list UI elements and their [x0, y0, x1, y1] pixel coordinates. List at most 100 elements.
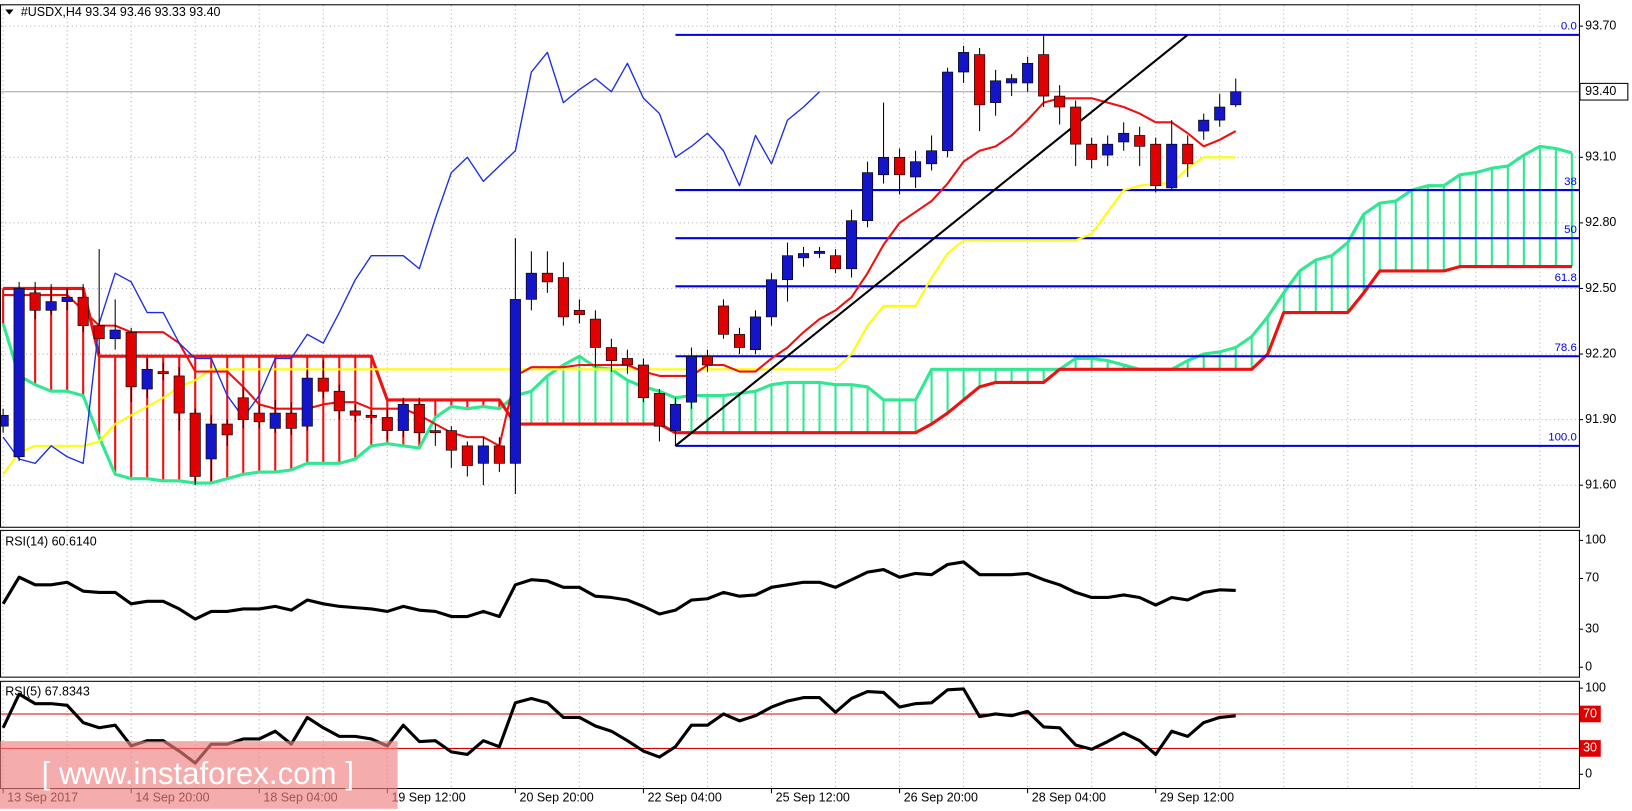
fib-label: 100.0 — [1548, 432, 1577, 444]
candle-body — [573, 310, 585, 316]
candle-body — [333, 390, 345, 412]
candle-body — [525, 272, 537, 300]
candle-body — [910, 161, 922, 178]
rsi5-title: RSI(5) 67.8343 — [5, 685, 90, 699]
candle-body — [974, 54, 986, 106]
x-tick-label: 26 Sep 20:00 — [904, 791, 978, 805]
candle-body — [862, 172, 874, 222]
candle-body — [1214, 106, 1226, 121]
candle-body — [1118, 132, 1130, 143]
fib-label: 38 — [1564, 176, 1577, 188]
candle-body — [942, 71, 954, 152]
candle-body — [621, 358, 633, 366]
candle-body — [285, 412, 297, 429]
candle-body — [125, 331, 137, 388]
candle-body — [445, 430, 457, 451]
candle-body — [0, 414, 9, 427]
y-tick-label: 70 — [1585, 571, 1599, 585]
candle-body — [797, 253, 810, 259]
candle-body — [45, 301, 57, 311]
candle-body — [1006, 78, 1018, 84]
candle-body — [509, 299, 521, 464]
candle-body — [814, 250, 826, 254]
candle-body — [365, 414, 377, 418]
candle-body — [269, 412, 281, 429]
candle-body — [189, 412, 201, 477]
candle-body — [749, 316, 762, 350]
x-tick-label: 19 Sep 12:00 — [391, 791, 465, 805]
x-tick-label: 22 Sep 04:00 — [648, 791, 722, 805]
fib-label: 61.8 — [1555, 272, 1577, 284]
rsi-line — [1, 560, 1236, 621]
y-tick-label: 93.70 — [1585, 18, 1616, 32]
candle-body — [878, 156, 890, 176]
watermark-box — [0, 741, 398, 809]
candle-body — [830, 255, 842, 270]
candle-body — [1022, 62, 1034, 84]
chikou-line — [2, 51, 820, 465]
rsi14-title: RSI(14) 60.6140 — [5, 535, 97, 549]
candle-body — [717, 305, 729, 335]
candle-body — [541, 272, 553, 283]
candle-body — [894, 156, 906, 176]
candle-body — [477, 445, 489, 464]
candle-body — [701, 355, 713, 366]
x-tick-label: 28 Sep 04:00 — [1032, 791, 1106, 805]
candle-body — [429, 430, 441, 434]
candle-body — [1038, 54, 1050, 97]
level-box — [1579, 740, 1601, 757]
y-tick-label: 30 — [1585, 621, 1599, 635]
candle-body — [637, 364, 649, 399]
tenkan-line — [3, 97, 1237, 447]
candle-body — [653, 393, 665, 427]
trendline — [674, 34, 1189, 447]
candle-body — [1182, 143, 1194, 165]
candle-body — [93, 325, 105, 340]
candle-body — [1134, 135, 1146, 147]
fib-label: 50 — [1564, 224, 1577, 236]
candle-body — [589, 318, 601, 348]
y-tick-label: 92.80 — [1585, 215, 1616, 229]
y-tick-label: 93.10 — [1585, 150, 1616, 164]
candle-body — [141, 369, 153, 390]
candle-body — [301, 377, 313, 427]
watermark-text: [ www.instaforex.com ] — [42, 756, 354, 791]
candle-body — [1086, 143, 1098, 160]
candle-body — [493, 445, 505, 464]
candle-body — [557, 277, 569, 318]
y-tick-label: 0 — [1585, 660, 1592, 674]
candle-body — [958, 52, 970, 73]
candle-body — [733, 334, 745, 348]
candle-body — [1166, 143, 1178, 189]
rsi14-frame — [0, 529, 1580, 678]
candle-body — [61, 296, 73, 302]
fib-label: 78.6 — [1555, 342, 1577, 354]
y-tick-label: 100 — [1585, 680, 1606, 694]
candle-body — [237, 397, 249, 420]
candle-body — [926, 150, 938, 165]
candle-body — [381, 417, 393, 431]
candle-body — [685, 355, 697, 403]
candle-body — [349, 410, 361, 416]
y-tick-label: 91.60 — [1585, 478, 1616, 492]
level-label: 70 — [1583, 706, 1597, 720]
y-tick-label: 92.50 — [1585, 281, 1616, 295]
candle-body — [1198, 119, 1210, 132]
candle-body — [397, 404, 409, 431]
y-tick-label: 92.20 — [1585, 346, 1616, 360]
candle-body — [173, 375, 185, 414]
candle-body — [1230, 91, 1242, 106]
rsi5-frame — [0, 680, 1580, 790]
chart-header: #USDX,H4 93.34 93.46 93.33 93.40 — [21, 5, 221, 19]
main-frame — [0, 4, 1580, 528]
last-price-box — [1579, 82, 1629, 101]
candle-body — [157, 371, 169, 375]
level-box — [1579, 705, 1601, 723]
span-b-line — [3, 265, 1572, 435]
candle-body — [13, 288, 25, 458]
level-label: 30 — [1583, 741, 1597, 755]
last-price-label: 93.40 — [1585, 84, 1616, 98]
y-tick-label: 0 — [1585, 767, 1592, 781]
fib-label: 0.0 — [1561, 21, 1577, 33]
